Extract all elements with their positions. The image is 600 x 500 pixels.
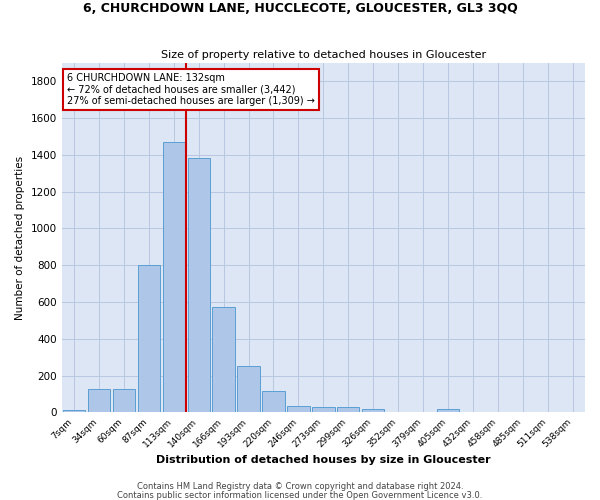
Title: Size of property relative to detached houses in Gloucester: Size of property relative to detached ho…	[161, 50, 486, 60]
Bar	[188, 158, 210, 412]
Bar	[312, 407, 335, 412]
Text: Contains public sector information licensed under the Open Government Licence v3: Contains public sector information licen…	[118, 490, 482, 500]
Bar	[437, 409, 459, 412]
Bar	[137, 265, 160, 412]
Text: Contains HM Land Registry data © Crown copyright and database right 2024.: Contains HM Land Registry data © Crown c…	[137, 482, 463, 491]
Text: 6 CHURCHDOWN LANE: 132sqm
← 72% of detached houses are smaller (3,442)
27% of se: 6 CHURCHDOWN LANE: 132sqm ← 72% of detac…	[67, 73, 315, 106]
Bar	[63, 410, 85, 412]
Bar	[362, 409, 385, 412]
Bar	[238, 366, 260, 412]
X-axis label: Distribution of detached houses by size in Gloucester: Distribution of detached houses by size …	[156, 455, 491, 465]
Bar	[262, 392, 285, 412]
Y-axis label: Number of detached properties: Number of detached properties	[15, 156, 25, 320]
Bar	[287, 406, 310, 412]
Bar	[88, 388, 110, 412]
Bar	[113, 388, 135, 412]
Bar	[163, 142, 185, 412]
Bar	[337, 407, 359, 412]
Bar	[212, 306, 235, 412]
Text: 6, CHURCHDOWN LANE, HUCCLECOTE, GLOUCESTER, GL3 3QQ: 6, CHURCHDOWN LANE, HUCCLECOTE, GLOUCEST…	[83, 2, 517, 16]
